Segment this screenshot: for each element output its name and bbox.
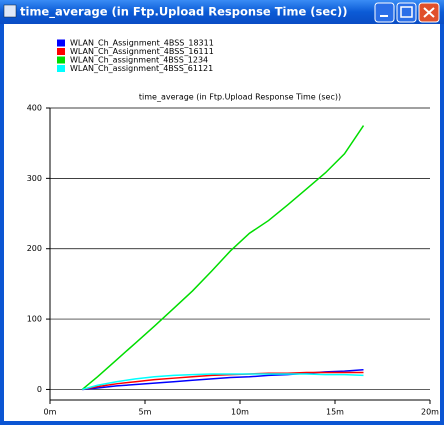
y-tick-label: 400	[27, 104, 42, 113]
y-tick-label: 100	[27, 315, 42, 324]
maximize-icon	[400, 6, 413, 18]
minimize-button[interactable]	[374, 2, 395, 23]
maximize-button[interactable]	[396, 2, 417, 23]
y-tick-label: 0	[37, 385, 42, 394]
legend-swatch	[57, 65, 65, 72]
close-icon	[423, 7, 435, 18]
x-tick-label: 0m	[44, 408, 57, 417]
y-tick-label: 200	[27, 244, 42, 253]
series-line	[82, 371, 364, 391]
x-tick-label: 15m	[326, 408, 344, 417]
legend-label: WLAN_Ch_assignment_4BSS_61121	[70, 64, 213, 73]
legend-swatch	[57, 48, 65, 55]
series-line	[81, 125, 365, 391]
legend-swatch	[57, 56, 65, 64]
series-line	[82, 373, 364, 391]
y-tick-label: 300	[27, 174, 42, 183]
window-title: time_average (in Ftp.Upload Response Tim…	[20, 5, 348, 20]
legend-label: WLAN_Ch_Assignment_4BSS_16111	[70, 47, 214, 56]
x-tick-label: 5m	[139, 408, 152, 417]
plot-title: time_average (in Ftp.Upload Response Tim…	[139, 93, 341, 102]
minimize-icon	[380, 15, 388, 17]
title-bar	[0, 0, 444, 24]
window-icon	[3, 4, 17, 18]
x-tick-label: 20m	[421, 408, 439, 417]
chart-area	[4, 24, 440, 421]
legend-label: WLAN_Ch_Assignment_4BSS_18311	[70, 39, 214, 48]
legend-swatch	[57, 39, 65, 47]
legend-label: WLAN_Ch_assignment_4BSS_1234	[70, 56, 208, 65]
x-tick-label: 10m	[231, 408, 249, 417]
